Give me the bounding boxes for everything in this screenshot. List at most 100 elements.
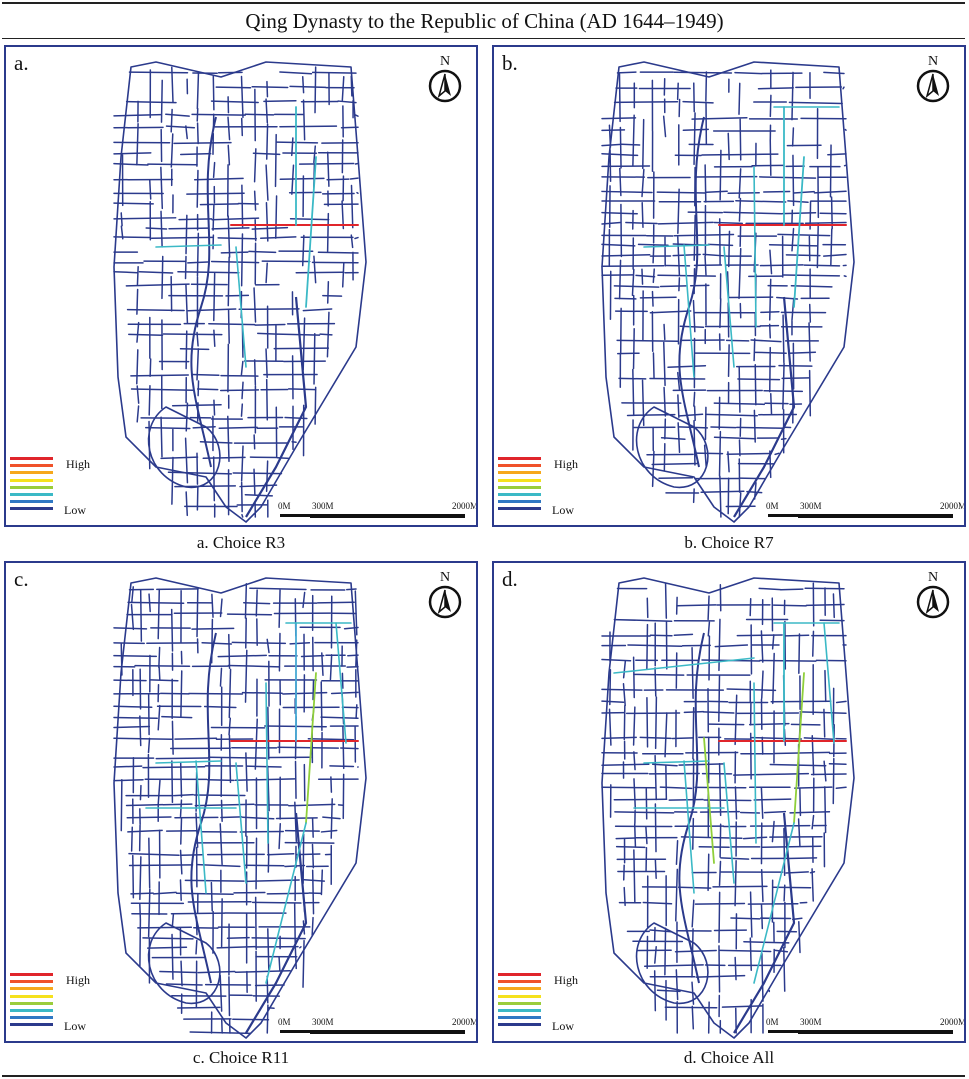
street-segment — [632, 327, 635, 370]
street-segment — [160, 456, 199, 460]
legend-swatch — [498, 994, 541, 998]
legend-swatch — [498, 1016, 541, 1020]
street-segment — [240, 75, 244, 119]
street-segment — [760, 786, 764, 819]
legend-swatch — [498, 987, 541, 991]
park-loop — [635, 406, 709, 488]
street-segment — [187, 308, 237, 312]
street-segment — [320, 829, 338, 833]
map-panel-b: b. N High Low 0M 300M 2000M — [492, 45, 966, 527]
street-segment — [676, 604, 717, 607]
north-arrow: N — [916, 571, 950, 624]
street-segment — [113, 705, 153, 709]
legend-high-label: High — [554, 973, 578, 987]
street-segment — [289, 642, 311, 645]
street-segment — [738, 168, 742, 199]
arterial-road — [245, 812, 308, 1034]
street-segment — [253, 434, 256, 450]
street-segment — [216, 945, 256, 949]
legend-swatch — [10, 492, 53, 496]
street-segment — [622, 660, 627, 679]
mid-choice-street — [753, 166, 757, 328]
street-segment — [736, 634, 783, 637]
street-segment — [673, 71, 733, 74]
street-segment — [220, 799, 223, 822]
street-segment — [798, 921, 801, 954]
street-segment — [126, 816, 172, 819]
street-segment — [145, 426, 191, 430]
street-segment — [771, 820, 775, 843]
street-segment — [678, 763, 725, 766]
street-segment — [291, 137, 294, 157]
river-road — [190, 116, 217, 468]
street-segment — [830, 196, 833, 230]
street-segment — [136, 123, 139, 166]
mid-choice-street — [265, 682, 269, 844]
street-segment — [791, 127, 795, 147]
street-segment — [210, 260, 260, 264]
mid-choice-street — [643, 760, 710, 764]
street-segment — [790, 723, 821, 726]
arterial-road — [245, 296, 308, 518]
street-segment — [832, 757, 835, 805]
street-segment — [757, 87, 794, 90]
street-segment — [341, 262, 345, 288]
street-segment — [218, 426, 258, 429]
street-segment — [783, 884, 786, 902]
street-segment — [313, 145, 317, 164]
street-segment — [265, 348, 268, 379]
street-segment — [601, 143, 622, 147]
city-outline — [113, 577, 367, 1039]
street-segment — [113, 202, 154, 205]
street-segment — [137, 926, 193, 929]
street-segment — [265, 98, 269, 124]
scale-label: 0M — [766, 1017, 779, 1027]
street-segment — [758, 176, 817, 179]
street-segment — [254, 323, 286, 326]
street-segment — [311, 843, 315, 869]
scale-bar: 0M 300M 2000M — [766, 1017, 964, 1041]
street-segment — [771, 634, 775, 650]
street-segment — [185, 125, 188, 140]
street-segment — [651, 290, 654, 307]
street-segment — [643, 964, 704, 967]
street-segment — [783, 946, 786, 992]
street-segment — [677, 371, 681, 391]
street-segment — [173, 141, 232, 145]
street-segment — [219, 389, 260, 392]
street-segment — [125, 100, 177, 104]
street-segment — [713, 221, 744, 225]
street-segment — [217, 654, 268, 658]
street-segment — [678, 277, 681, 292]
street-segment — [769, 249, 773, 275]
street-segment — [608, 124, 612, 148]
street-segment — [601, 211, 638, 215]
street-segment — [713, 436, 757, 440]
street-segment — [718, 430, 722, 477]
street-segment — [646, 623, 649, 670]
north-arrow: N — [428, 55, 462, 108]
scale-segment — [370, 514, 465, 518]
street-segment — [719, 823, 722, 858]
street-segment — [160, 79, 163, 123]
street-segment — [707, 621, 711, 637]
street-segment — [298, 162, 355, 165]
street-segment — [734, 956, 737, 981]
street-segment — [180, 817, 183, 845]
mid-choice-street — [195, 760, 207, 894]
street-segment — [145, 227, 168, 230]
street-segment — [228, 668, 232, 719]
street-segment — [672, 253, 701, 257]
street-segment — [147, 163, 198, 166]
street-segment — [279, 177, 325, 181]
street-segment — [787, 200, 809, 204]
scale-label: 300M — [800, 501, 822, 511]
street-segment — [266, 852, 295, 856]
mid-choice-street — [643, 244, 710, 248]
street-segment — [126, 308, 185, 312]
street-segment — [824, 786, 827, 834]
street-segment — [667, 364, 707, 369]
legend-swatch — [10, 485, 53, 489]
legend-swatch — [10, 1001, 53, 1005]
street-segment — [350, 234, 354, 249]
